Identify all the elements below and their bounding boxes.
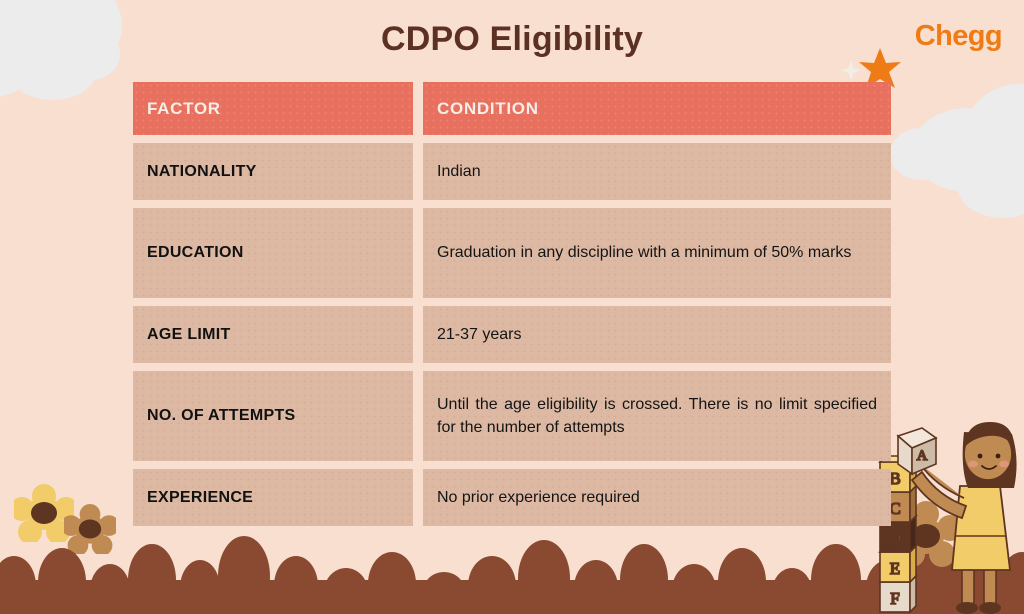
svg-text:D: D (889, 529, 901, 548)
table-row: NO. OF ATTEMPTS Until the age eligibilit… (133, 371, 891, 461)
svg-text:E: E (890, 559, 900, 578)
svg-text:A: A (917, 448, 928, 464)
header-label-condition: CONDITION (437, 98, 539, 118)
flower-icon (64, 504, 116, 554)
table-row: EDUCATION Graduation in any discipline w… (133, 208, 891, 298)
hair-front (964, 422, 1014, 448)
cloud-puff (958, 156, 1024, 218)
cell-factor: AGE LIMIT (133, 306, 413, 363)
cell-condition: Indian (423, 143, 891, 200)
factor-label: AGE LIMIT (147, 325, 231, 343)
cloud-puff (912, 108, 1024, 192)
factor-label: EDUCATION (147, 244, 244, 261)
cell-factor: EXPERIENCE (133, 469, 413, 526)
bush-silhouette (0, 536, 1024, 614)
chegg-logo: Chegg (914, 20, 1003, 52)
cloud-puff (890, 128, 952, 180)
cell-factor: NO. OF ATTEMPTS (133, 371, 413, 461)
condition-label: Graduation in any discipline with a mini… (437, 244, 852, 262)
sparkle-icon (841, 61, 861, 81)
svg-text:B: B (889, 469, 900, 488)
cell-factor: NATIONALITY (133, 143, 413, 200)
cell-condition: 21-37 years (423, 306, 891, 363)
condition-label: Indian (437, 162, 481, 180)
header-cell-condition: CONDITION (423, 82, 891, 135)
header-label-factor: FACTOR (147, 98, 221, 118)
dress (951, 485, 1012, 571)
header-cell-factor: FACTOR (133, 82, 413, 135)
svg-text:F: F (890, 589, 899, 608)
condition-label: 21-37 years (437, 325, 522, 343)
cell-condition: Graduation in any discipline with a mini… (423, 208, 891, 298)
condition-label: Until the age eligibility is crossed. Th… (437, 395, 877, 436)
condition-label: No prior experience required (437, 488, 640, 506)
table-row: AGE LIMIT 21-37 years (133, 306, 891, 363)
table-row: EXPERIENCE No prior experience required (133, 469, 891, 526)
cell-condition: Until the age eligibility is crossed. Th… (423, 371, 891, 461)
factor-label: NATIONALITY (147, 162, 257, 180)
cell-condition: No prior experience required (423, 469, 891, 526)
face (963, 427, 1013, 481)
eligibility-table: FACTOR CONDITION NATIONALITY Indian EDUC… (133, 82, 891, 526)
cloud-puff (964, 84, 1024, 188)
table-header-row: FACTOR CONDITION (133, 82, 891, 135)
factor-label: EXPERIENCE (147, 488, 254, 506)
flower-icon (889, 501, 963, 567)
block-a: A (896, 427, 938, 476)
svg-text:C: C (889, 499, 900, 518)
page-title: CDPO Eligibility (380, 20, 643, 58)
hair-back (962, 432, 1017, 488)
cell-factor: EDUCATION (133, 208, 413, 298)
flower-icon (14, 484, 74, 542)
table-row: NATIONALITY Indian (133, 143, 891, 200)
factor-label: NO. OF ATTEMPTS (147, 407, 296, 424)
